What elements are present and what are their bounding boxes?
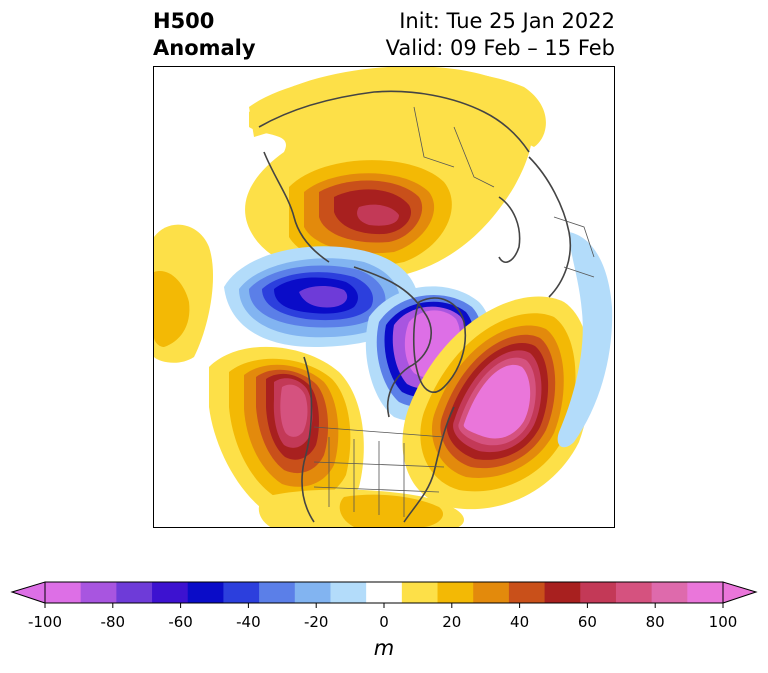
colorbar-cell	[544, 582, 581, 603]
border-layer	[313, 106, 595, 517]
colorbar-tick-label: -40	[236, 613, 261, 631]
colorbar-cell	[187, 582, 224, 603]
border-eurasia-1	[413, 106, 495, 188]
coastline-west-na	[301, 356, 315, 523]
title-field-type: Anomaly	[153, 36, 256, 60]
anomaly-west-na-core	[280, 384, 308, 437]
colorbar-over-arrow	[722, 581, 758, 604]
colorbar-cell	[437, 582, 474, 603]
colorbar-cell	[401, 582, 439, 603]
coastline-alaska	[263, 151, 330, 263]
anomaly-negative-core	[299, 286, 348, 308]
colorbar-tick-label: 60	[577, 613, 597, 631]
anomaly-fill-layer	[154, 67, 613, 527]
anomaly-core	[357, 204, 399, 226]
border-us-canada	[313, 426, 445, 438]
colorbar-cell	[80, 582, 117, 603]
colorbar-tick-label: -80	[100, 613, 126, 631]
colorbar-tick-label: -100	[27, 613, 63, 631]
title-variable: H500	[153, 9, 215, 33]
colorbar	[10, 581, 758, 608]
colorbar-cell	[259, 582, 296, 603]
colorbar-under-arrow	[10, 581, 46, 604]
coastline-hudson	[353, 266, 433, 418]
anomaly-map-svg	[154, 67, 613, 527]
coastline-east-na	[403, 406, 455, 523]
colorbar-unit-label: m	[373, 636, 395, 660]
anomaly-ring-pacific-2	[154, 271, 190, 347]
colorbar-cell	[580, 582, 617, 603]
coastline-layer	[258, 90, 572, 523]
init-date: Init: Tue 25 Jan 2022	[399, 9, 615, 33]
coastline-europe	[528, 156, 572, 298]
colorbar-cell	[473, 582, 510, 603]
coastline-greenland	[413, 297, 467, 393]
colorbar-cell	[330, 582, 367, 603]
border-states-2	[313, 461, 445, 493]
colorbar-tick-label: 20	[442, 613, 462, 631]
colorbar-cell	[508, 582, 546, 603]
colorbar-tick-label: -60	[168, 613, 193, 631]
colorbar-tick-label: -20	[303, 613, 329, 631]
colorbar-cell	[45, 582, 82, 603]
colorbar-cells	[45, 582, 724, 603]
valid-range: Valid: 09 Feb – 15 Feb	[385, 36, 615, 60]
colorbar-cell	[687, 582, 724, 603]
colorbar-cell	[651, 582, 688, 603]
colorbar-cell	[366, 582, 403, 603]
anomaly-atlantic-core	[463, 364, 531, 439]
colorbar-ticks	[44, 603, 724, 608]
colorbar-tick-label: 100	[708, 613, 738, 631]
colorbar-tick-label: 80	[645, 613, 665, 631]
colorbar-cell	[152, 582, 189, 603]
border-europe-1	[553, 216, 595, 278]
colorbar-cell	[116, 582, 153, 603]
colorbar-cell	[615, 582, 653, 603]
colorbar-cell	[294, 582, 331, 603]
colorbar-tick-label: 40	[510, 613, 530, 631]
colorbar-tick-label: 0	[379, 613, 389, 631]
anomaly-map	[153, 66, 615, 528]
colorbar-cell	[223, 582, 260, 603]
anomaly-europe-negative	[557, 232, 613, 448]
map-title-right: Init: Tue 25 Jan 2022 Valid: 09 Feb – 15…	[386, 8, 615, 62]
coastline-eurasia	[258, 90, 530, 153]
border-states-1	[328, 437, 405, 517]
coastline-scandinavia	[498, 196, 521, 263]
anomaly-band-arctic-north	[249, 69, 546, 147]
map-title-left: H500 Anomaly	[153, 8, 256, 62]
